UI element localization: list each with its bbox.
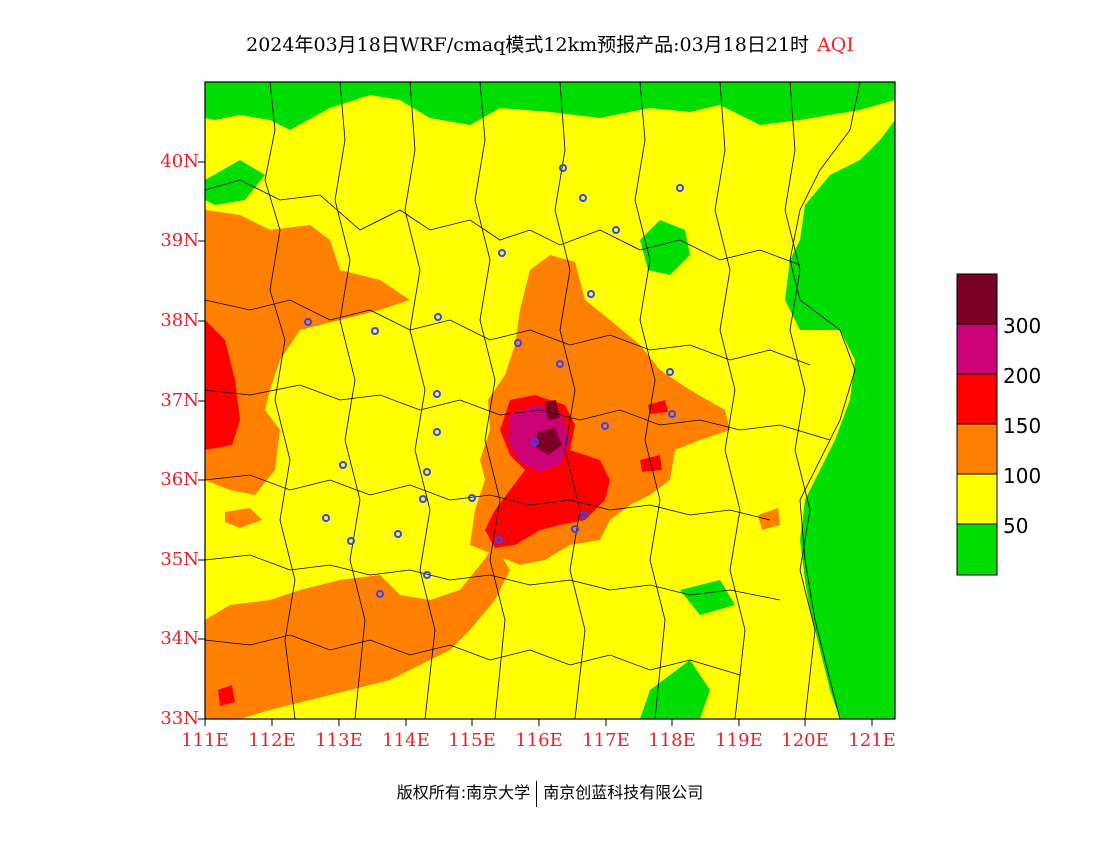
city-marker — [580, 511, 588, 519]
lat-tick-label: 33N — [160, 708, 199, 729]
city-marker — [394, 530, 402, 538]
city-marker — [559, 164, 567, 172]
city-marker — [579, 194, 587, 202]
title-product: AQI — [817, 34, 854, 56]
title-main: 2024年03月18日WRF/cmaq模式12km预报产品:03月18日21时 — [246, 34, 810, 56]
city-marker — [371, 327, 379, 335]
admin-boundaries — [205, 82, 861, 719]
aqi-zone-good-west-patch — [205, 160, 265, 205]
aqi-zone-good-north-patch — [640, 220, 690, 275]
legend-swatch-hazardous — [956, 273, 998, 325]
city-marker — [676, 184, 684, 192]
aqi-field — [205, 82, 895, 719]
legend-swatch-good — [956, 523, 998, 576]
aqi-zone-good-north — [205, 82, 895, 130]
lat-tick-label: 39N — [160, 230, 199, 251]
aqi-zone-usg-small-west — [225, 508, 262, 528]
city-marker — [339, 461, 347, 469]
legend-colorbar — [956, 273, 998, 576]
legend-swatch-usg — [956, 423, 998, 475]
lon-tick-label: 111E — [181, 730, 229, 751]
city-marker — [322, 514, 330, 522]
legend-label-50: 50 — [1003, 514, 1029, 538]
aqi-zone-good-southeast-patch — [640, 660, 710, 719]
city-marker — [495, 536, 503, 544]
legend-label-300: 300 — [1003, 314, 1042, 338]
lon-tick-label: 113E — [315, 730, 363, 751]
lon-tick-label: 121E — [848, 730, 896, 751]
city-marker — [587, 290, 595, 298]
city-marker — [666, 368, 674, 376]
aqi-zone-good-south-patch — [680, 580, 735, 615]
city-marker — [514, 339, 522, 347]
city-marker — [612, 226, 620, 234]
lon-tick-label: 120E — [781, 730, 829, 751]
copyright-footer: 版权所有:南京大学 南京创蓝科技有限公司 — [0, 779, 1100, 807]
lon-tick-label: 118E — [648, 730, 696, 751]
lon-tick-label: 112E — [248, 730, 296, 751]
lon-tick-label: 115E — [448, 730, 496, 751]
lat-tick-label: 34N — [160, 628, 199, 649]
lat-tick-label: 38N — [160, 310, 199, 331]
aqi-zone-hazardous-1 — [545, 400, 560, 420]
city-marker — [434, 313, 442, 321]
city-marker — [423, 468, 431, 476]
lat-tick-label: 36N — [160, 469, 199, 490]
aqi-zone-usg-west — [205, 210, 410, 495]
aqi-zone-hazardous-2 — [536, 428, 562, 455]
city-marker — [423, 571, 431, 579]
copyright-company: 南京创蓝科技有限公司 — [543, 783, 704, 802]
copyright-owner: 版权所有:南京大学 — [396, 783, 531, 802]
legend-swatch-very-unhealthy — [956, 323, 998, 375]
city-marker — [668, 410, 676, 418]
legend-label-150: 150 — [1003, 414, 1042, 438]
lat-tick-label: 37N — [160, 390, 199, 411]
aqi-zone-unhealthy-west — [205, 320, 240, 450]
aqi-zone-unhealthy-east-spot2 — [648, 400, 668, 414]
city-marker — [556, 360, 564, 368]
legend-swatch-moderate — [956, 473, 998, 525]
city-marker — [531, 438, 539, 446]
city-marker — [433, 390, 441, 398]
chart-title: 2024年03月18日WRF/cmaq模式12km预报产品:03月18日21时 A… — [0, 30, 1100, 58]
city-marker — [347, 537, 355, 545]
city-marker — [376, 590, 384, 598]
city-marker — [433, 428, 441, 436]
legend-label-200: 200 — [1003, 364, 1042, 388]
city-marker — [304, 318, 312, 326]
city-marker — [419, 495, 427, 503]
lon-tick-label: 117E — [582, 730, 630, 751]
legend-label-100: 100 — [1003, 464, 1042, 488]
city-marker — [468, 494, 476, 502]
lon-tick-label: 116E — [515, 730, 563, 751]
axis-ticks — [198, 161, 873, 726]
aqi-zone-unhealthy-southwest-spot — [218, 685, 235, 706]
city-markers — [304, 164, 684, 598]
legend-swatch-unhealthy — [956, 373, 998, 425]
footer-divider — [536, 780, 538, 807]
lon-tick-label: 119E — [715, 730, 763, 751]
aqi-zone-usg-small-south — [758, 508, 780, 530]
aqi-zone-good-east-sea — [785, 82, 895, 719]
lat-tick-label: 35N — [160, 549, 199, 570]
aqi-zone-usg-southwest — [205, 545, 510, 719]
city-marker — [571, 525, 579, 533]
city-marker — [498, 249, 506, 257]
lon-tick-label: 114E — [382, 730, 430, 751]
lat-tick-label: 40N — [160, 151, 199, 172]
city-marker — [601, 422, 609, 430]
